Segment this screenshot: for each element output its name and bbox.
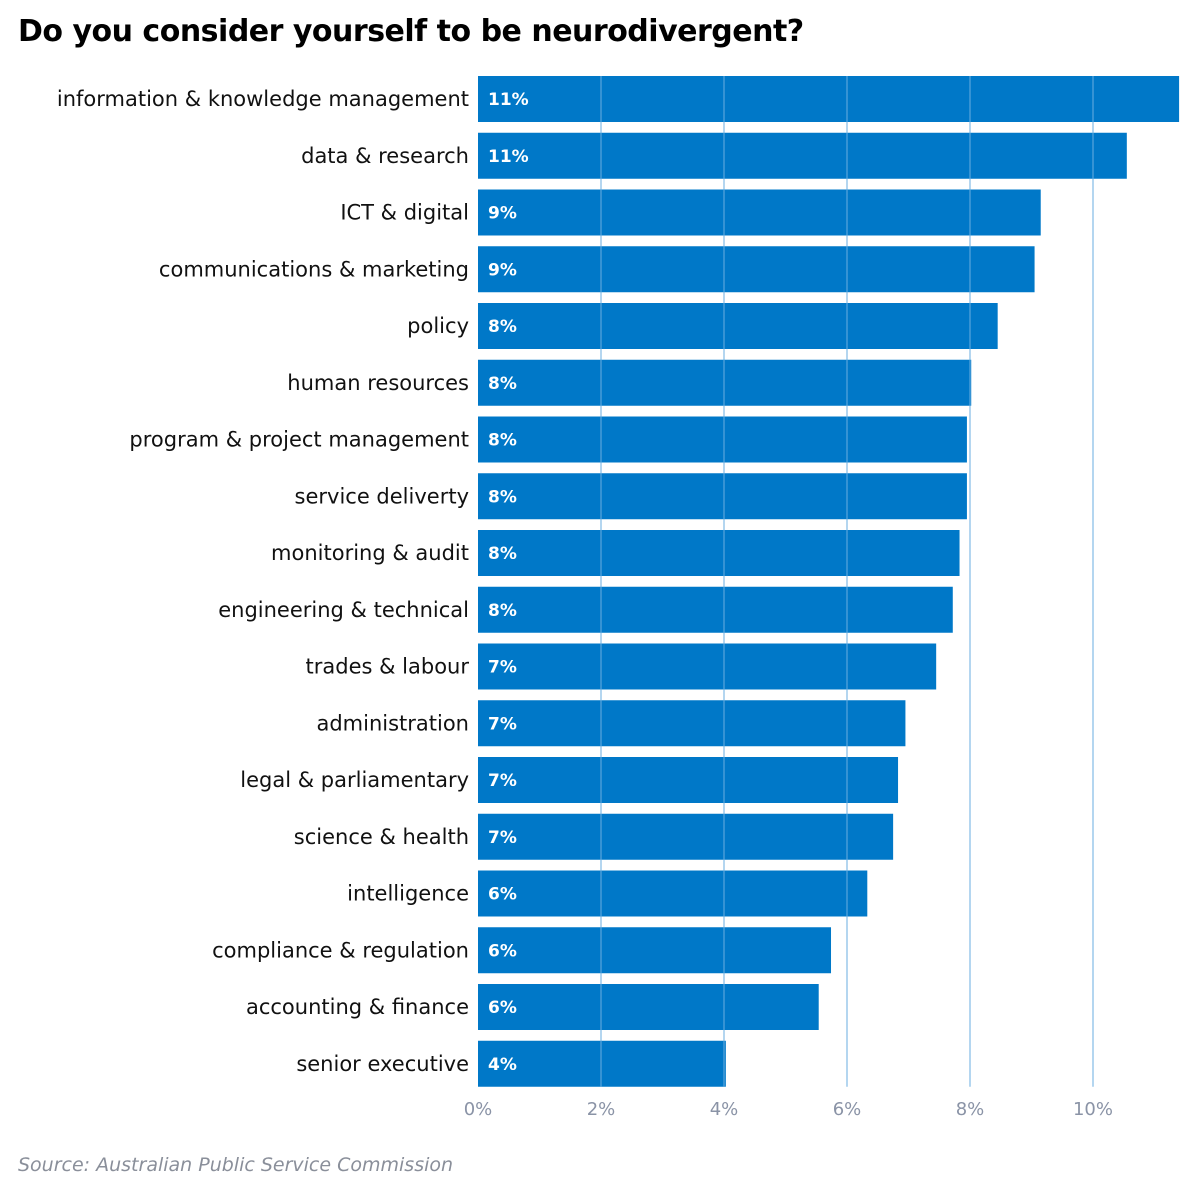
bar: [478, 1040, 726, 1087]
bar: [478, 76, 1180, 122]
category-label: compliance & regulation: [212, 938, 469, 962]
category-label: engineering & technical: [218, 598, 469, 622]
chart-title: Do you consider yourself to be neurodive…: [18, 14, 804, 49]
bar-value-label: 7%: [488, 771, 517, 791]
category-label: senior executive: [296, 1052, 469, 1076]
bar: [478, 303, 998, 349]
bar-value-label: 8%: [488, 317, 517, 337]
category-label: information & knowledge management: [57, 87, 469, 111]
bar-value-label: 7%: [488, 658, 517, 678]
category-label: trades & labour: [306, 655, 470, 679]
bar-value-label: 11%: [488, 147, 529, 167]
bar-value-label: 8%: [488, 431, 517, 451]
bar: [478, 700, 906, 747]
bar: [478, 813, 894, 860]
category-label: accounting & finance: [246, 995, 469, 1019]
bar-value-label: 7%: [488, 828, 517, 848]
bar-value-label: 6%: [488, 885, 517, 905]
x-tick-label: 4%: [710, 1099, 739, 1120]
x-tick-label: 2%: [587, 1099, 616, 1120]
bar-value-label: 9%: [488, 204, 517, 224]
bar-value-label: 8%: [488, 487, 517, 507]
gridlines-group: [600, 76, 1094, 1087]
bar-value-label: 6%: [488, 998, 517, 1018]
bar: [478, 757, 899, 803]
bars-group: [478, 76, 1180, 1087]
category-label: program & project management: [129, 428, 469, 452]
category-label: data & research: [301, 144, 469, 168]
category-label: legal & parliamentary: [240, 768, 469, 792]
bar: [478, 359, 972, 406]
value-labels-group: 11% 11% 9% 9% 8% 8% 8% 8% 8% 8% 7% 7% 7% 7% 6% 6% 6% 4%: [488, 90, 529, 1075]
category-label: intelligence: [347, 882, 469, 906]
bar: [478, 132, 1127, 179]
bar: [478, 870, 868, 917]
category-labels-group: information & knowledge management data &…: [57, 87, 469, 1076]
category-label: policy: [407, 314, 469, 338]
bar-value-label: 8%: [488, 544, 517, 564]
bar: [478, 530, 960, 576]
bar-value-label: 11%: [488, 90, 529, 110]
source-note: Source: Australian Public Service Commis…: [18, 1154, 454, 1176]
category-label: monitoring & audit: [271, 541, 469, 565]
bar-value-label: 8%: [488, 374, 517, 394]
bar: [478, 246, 1035, 293]
bar-value-label: 9%: [488, 260, 517, 280]
bar: [478, 927, 832, 974]
x-tick-label: 6%: [833, 1099, 862, 1120]
bar: [478, 984, 819, 1030]
x-tick-label: 0%: [464, 1099, 493, 1120]
category-label: administration: [316, 711, 469, 735]
bar-value-label: 6%: [488, 941, 517, 961]
bar-value-label: 7%: [488, 714, 517, 734]
bar: [478, 416, 967, 463]
bar: [478, 643, 937, 690]
x-tick-label: 10%: [1073, 1099, 1113, 1120]
category-label: service deliverty: [295, 484, 469, 508]
category-label: human resources: [287, 371, 469, 395]
bar: [478, 473, 967, 520]
x-axis-ticks-group: 0% 2% 4% 6% 8% 10%: [464, 1099, 1113, 1120]
bar-value-label: 8%: [488, 601, 517, 621]
category-label: science & health: [294, 825, 469, 849]
bar-value-label: 4%: [488, 1055, 517, 1075]
bar: [478, 189, 1041, 236]
bar: [478, 586, 953, 633]
x-tick-label: 8%: [956, 1099, 985, 1120]
category-label: ICT & digital: [340, 201, 469, 225]
category-label: communications & marketing: [159, 257, 469, 281]
